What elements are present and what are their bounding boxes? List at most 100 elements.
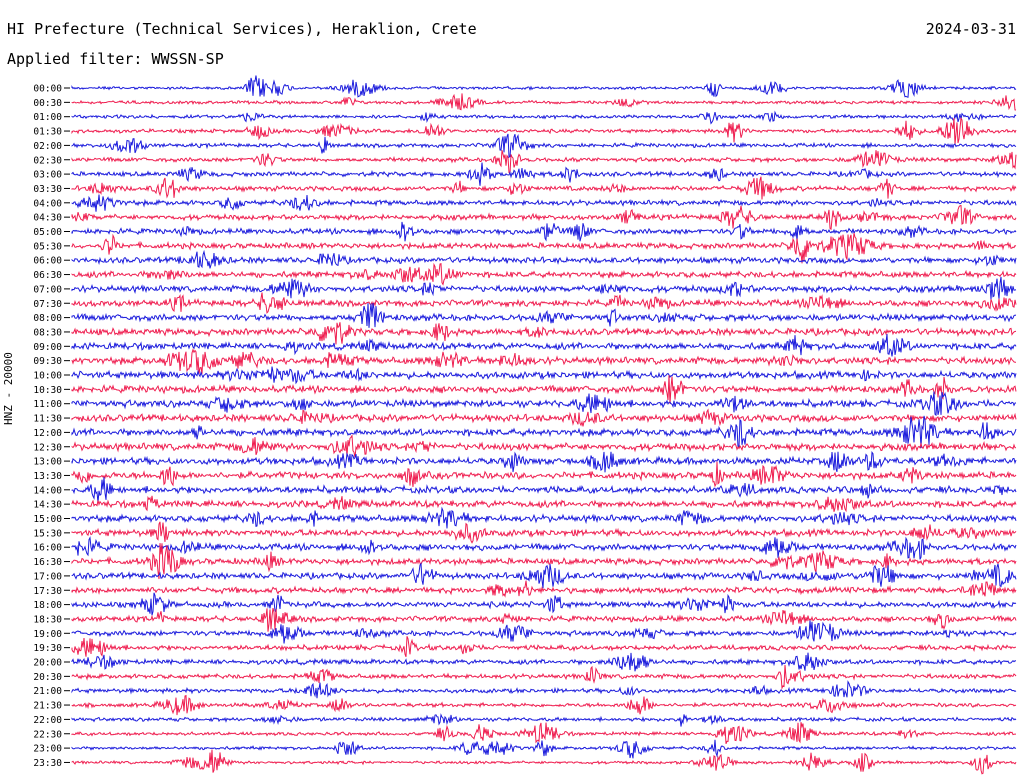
- time-tick-label: 11:00: [33, 399, 62, 410]
- trace-line: [71, 194, 1017, 212]
- time-tick-label: 12:30: [33, 442, 62, 453]
- trace-line: [71, 580, 1017, 598]
- trace-line: [71, 433, 1017, 458]
- trace-line: [71, 451, 1017, 473]
- time-tick-label: 16:30: [33, 557, 62, 568]
- trace-line: [71, 562, 1017, 589]
- time-tick-label: 20:00: [33, 658, 62, 669]
- time-tick-label: 17:00: [33, 571, 62, 582]
- trace-line: [71, 221, 1017, 242]
- time-tick-label: 10:30: [33, 385, 62, 396]
- time-tick-label: 04:00: [33, 198, 62, 209]
- trace-line: [71, 276, 1017, 300]
- trace-line: [71, 722, 1016, 744]
- time-tick-label: 18:00: [33, 600, 62, 611]
- time-tick-label: 15:30: [33, 528, 62, 539]
- trace-line: [71, 93, 1017, 111]
- trace-line: [71, 302, 1017, 328]
- trace-line: [71, 477, 1017, 503]
- time-tick-label: 06:00: [33, 256, 62, 267]
- trace-line: [71, 333, 1017, 357]
- time-tick-label: 08:00: [33, 313, 62, 324]
- time-tick-label: 00:30: [33, 98, 62, 109]
- time-tick-label: 14:30: [33, 500, 62, 511]
- time-tick-label: 23:30: [33, 758, 62, 769]
- time-tick-label: 00:00: [33, 84, 62, 95]
- trace-line: [71, 739, 1017, 759]
- trace-line: [71, 232, 1017, 264]
- time-tick-label: 11:30: [33, 414, 62, 425]
- trace-line: [71, 150, 1017, 174]
- time-tick-label: 07:00: [33, 284, 62, 295]
- time-tick-label: 17:30: [33, 586, 62, 597]
- time-tick-label: 09:00: [33, 342, 62, 353]
- trace-line: [71, 652, 1017, 672]
- trace-line: [71, 664, 1017, 690]
- time-tick-label: 03:30: [33, 184, 62, 195]
- time-tick-label: 19:00: [33, 629, 62, 640]
- trace-line: [71, 205, 1017, 231]
- trace-line: [71, 249, 1017, 269]
- trace-line: [71, 292, 1017, 314]
- time-tick-label: 13:00: [33, 457, 62, 468]
- trace-line: [71, 75, 1017, 98]
- applied-filter: Applied filter: WWSSN-SP: [7, 50, 224, 68]
- time-tick-label: 21:00: [33, 686, 62, 697]
- station-title: HI Prefecture (Technical Services), Hera…: [7, 20, 477, 38]
- time-tick-label: 02:30: [33, 155, 62, 166]
- time-tick-label: 15:00: [33, 514, 62, 525]
- time-tick-label: 03:00: [33, 170, 62, 181]
- trace-line: [71, 110, 1017, 125]
- trace-line: [71, 607, 1017, 632]
- trace-line: [71, 749, 1017, 775]
- time-tick-label: 13:30: [33, 471, 62, 482]
- time-tick-label: 01:00: [33, 112, 62, 123]
- time-tick-label: 19:30: [33, 643, 62, 654]
- trace-line: [71, 391, 1017, 417]
- trace-line: [71, 375, 1017, 404]
- trace-line: [71, 116, 1017, 145]
- time-tick-label: 08:30: [33, 327, 62, 338]
- trace-line: [71, 592, 1017, 616]
- trace-line: [71, 713, 1017, 727]
- time-tick-label: 22:30: [33, 729, 62, 740]
- time-tick-label: 20:30: [33, 672, 62, 683]
- trace-line: [71, 461, 1017, 488]
- time-tick-label: 04:30: [33, 213, 62, 224]
- time-tick-label: 02:00: [33, 141, 62, 152]
- time-tick-label: 09:30: [33, 356, 62, 367]
- trace-line: [71, 506, 1017, 529]
- time-tick-label: 22:00: [33, 715, 62, 726]
- trace-line: [71, 408, 1017, 427]
- time-tick-label: 16:00: [33, 543, 62, 554]
- trace-line: [71, 162, 1017, 186]
- trace-line: [71, 521, 1017, 544]
- trace-line: [71, 636, 1016, 657]
- time-tick-label: 10:00: [33, 371, 62, 382]
- time-tick-label: 05:30: [33, 241, 62, 252]
- trace-line: [71, 133, 1017, 159]
- time-tick-label: 23:00: [33, 744, 62, 755]
- trace-line: [71, 536, 1017, 560]
- time-tick-label: 01:30: [33, 127, 62, 138]
- trace-line: [71, 176, 1017, 200]
- time-tick-label: 18:30: [33, 614, 62, 625]
- record-date: 2024-03-31: [925, 20, 1016, 38]
- trace-line: [71, 366, 1017, 385]
- time-tick-label: 12:00: [33, 428, 62, 439]
- trace-line: [71, 262, 1017, 286]
- trace-line: [71, 495, 1017, 513]
- trace-line: [71, 620, 1017, 644]
- time-tick-label: 14:00: [33, 485, 62, 496]
- trace-line: [71, 348, 1016, 375]
- time-tick-label: 07:30: [33, 299, 62, 310]
- trace-line: [71, 694, 1017, 716]
- time-tick-label: 21:30: [33, 701, 62, 712]
- trace-line: [71, 680, 1017, 699]
- time-tick-label: 05:00: [33, 227, 62, 238]
- trace-line: [71, 415, 1017, 449]
- time-tick-label: 06:30: [33, 270, 62, 281]
- trace-line: [71, 543, 1017, 580]
- trace-line: [71, 322, 1017, 345]
